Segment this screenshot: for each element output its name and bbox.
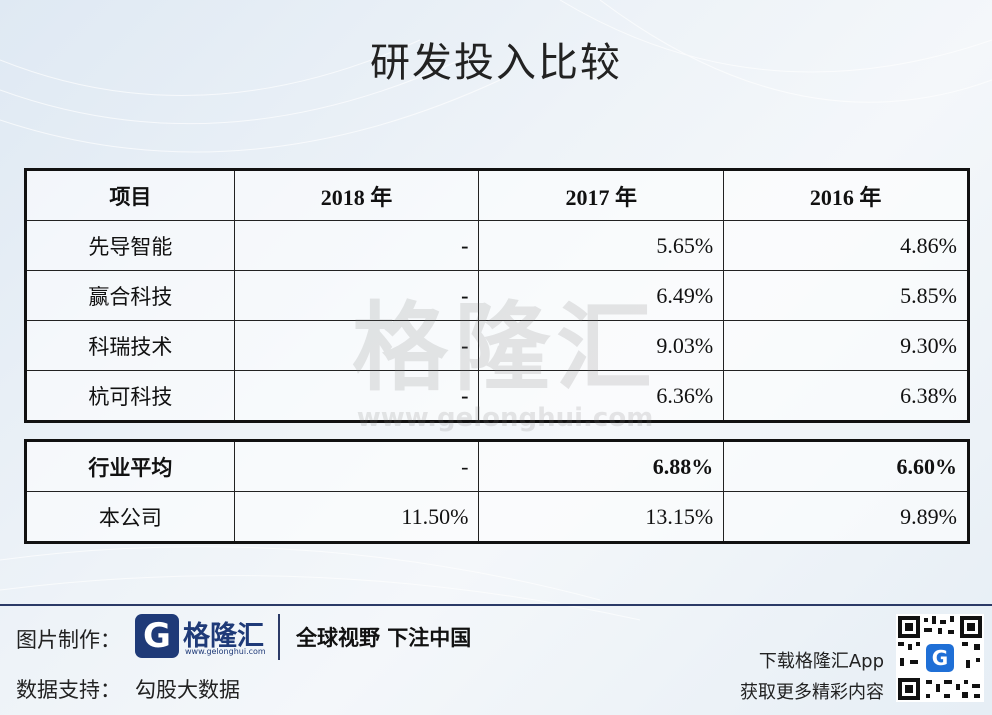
row-value-2017: 9.03% [478,320,725,371]
header-2016: 2016 年 [723,169,969,221]
qr-code-icon[interactable]: G [896,614,984,702]
gelonghui-logo[interactable]: G 格隆汇 www.gelonghui.com [135,614,266,660]
summary-value-2016: 6.60% [723,440,969,492]
row-value-2016: 9.30% [723,320,969,371]
row-company: 杭可科技 [25,370,235,422]
rd-comparison-table-wrap: 项目 2018 年 2017 年 2016 年 先导智能 - 5.65% 4.8… [24,168,970,544]
summary-row-industry-average: 行业平均 - 6.88% 6.60% [25,440,969,492]
row-value-2017: 5.65% [478,220,725,271]
summary-value-2016: 9.89% [723,491,969,543]
summary-value-2017: 13.15% [478,491,725,543]
data-support: 数据支持： 勾股大数据 [16,674,240,704]
row-value-2016: 6.38% [723,370,969,422]
table-row: 杭可科技 - 6.36% 6.38% [25,370,969,422]
logo-url: www.gelonghui.com [185,647,266,656]
slogan: 全球视野 下注中国 [296,626,472,650]
table-header-row: 项目 2018 年 2017 年 2016 年 [25,169,969,221]
svg-text:G: G [932,646,948,670]
row-company: 赢合科技 [25,270,235,321]
row-value-2017: 6.49% [478,270,725,321]
logo-name: 格隆汇 [183,621,264,652]
summary-row-company: 本公司 11.50% 13.15% 9.89% [25,491,969,543]
header-item: 项目 [25,169,235,221]
row-value-2016: 5.85% [723,270,969,321]
summary-value-2018: - [233,440,480,492]
summary-label: 本公司 [25,491,235,543]
header-2017: 2017 年 [478,169,725,221]
table-row: 先导智能 - 5.65% 4.86% [25,220,969,271]
summary-value-2017: 6.88% [478,440,725,492]
footer-vertical-divider [278,614,280,660]
table-row: 科瑞技术 - 9.03% 9.30% [25,320,969,371]
header-2018: 2018 年 [233,169,480,221]
page-title: 研发投入比较 [370,40,622,86]
row-value-2018: - [233,370,480,422]
row-value-2017: 6.36% [478,370,725,422]
logo-g-icon: G [135,614,179,658]
summary-label: 行业平均 [25,440,235,492]
row-company: 科瑞技术 [25,320,235,371]
download-app-text: 下载格隆汇App [758,651,884,672]
data-support-label: 数据支持： [16,678,121,702]
summary-value-2018: 11.50% [233,491,480,543]
summary-table: 行业平均 - 6.88% 6.60% 本公司 11.50% 13.15% 9.8… [24,439,970,544]
row-value-2018: - [233,220,480,271]
footer-divider [0,604,992,606]
row-company: 先导智能 [25,220,235,271]
rd-comparison-table: 项目 2018 年 2017 年 2016 年 先导智能 - 5.65% 4.8… [24,168,970,423]
row-value-2018: - [233,270,480,321]
row-value-2016: 4.86% [723,220,969,271]
row-value-2018: - [233,320,480,371]
data-source: 勾股大数据 [135,678,240,702]
made-by-label: 图片制作： [16,628,121,652]
table-row: 赢合科技 - 6.49% 5.85% [25,270,969,321]
more-content-text: 获取更多精彩内容 [740,682,884,703]
